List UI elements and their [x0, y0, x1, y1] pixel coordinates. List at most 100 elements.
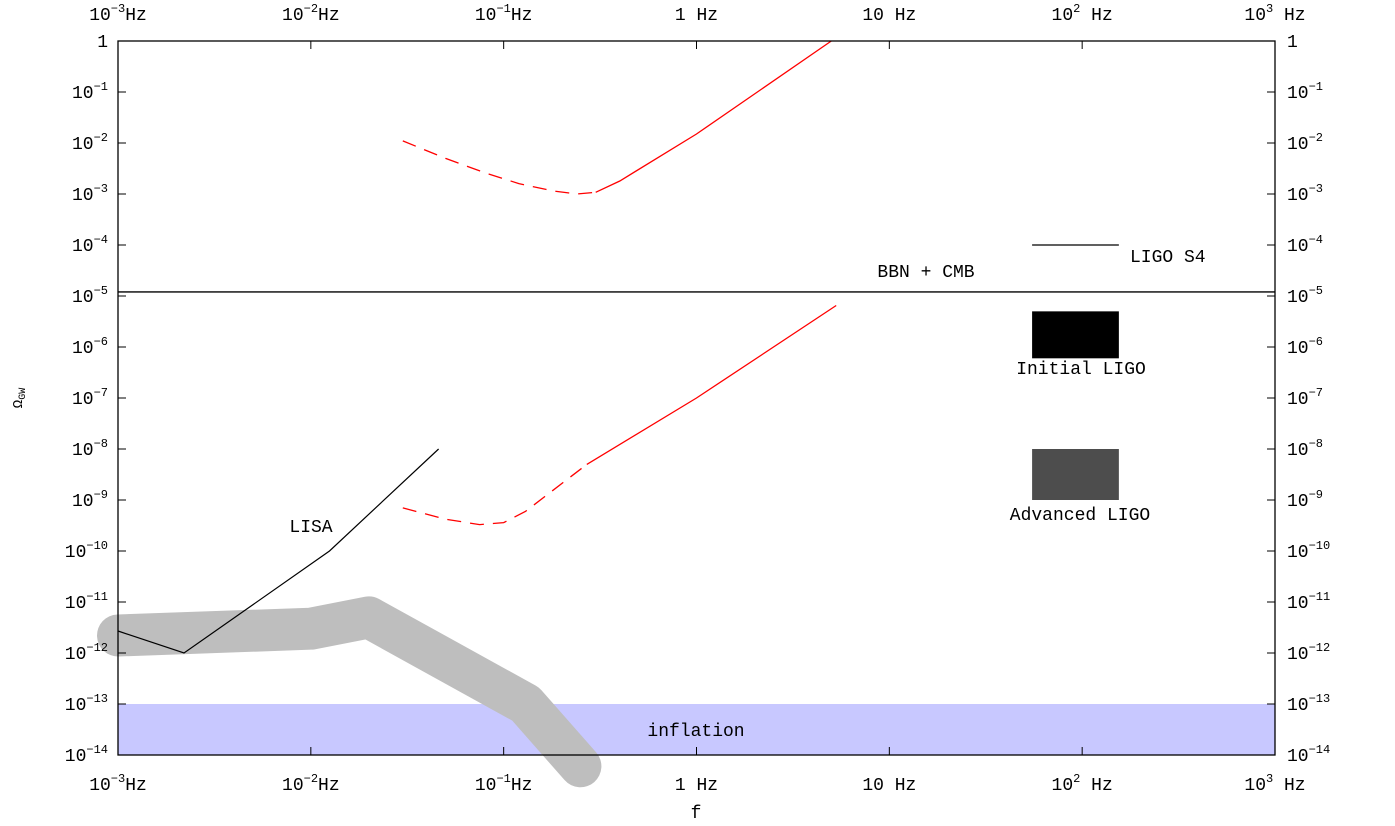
- x-tick-unit: Hz: [1080, 776, 1112, 796]
- x-tick-unit: Hz: [1273, 776, 1305, 796]
- y-tick-exp: −1: [94, 80, 108, 94]
- y-tick-exp: −10: [86, 539, 108, 553]
- y-tick-base: 10: [1287, 492, 1309, 512]
- x-tick-label-top: 102 Hz: [1052, 2, 1113, 26]
- y-axis-label-symbol: Ω: [11, 400, 27, 408]
- y-tick-label-left: 10−5: [72, 284, 108, 308]
- y-tick-label-left: 10−13: [65, 692, 108, 716]
- y-tick-label-left: 1: [97, 33, 108, 53]
- y-tick-label-left: 10−11: [65, 590, 108, 614]
- ligo-s4-label: LIGO S4: [1130, 248, 1206, 268]
- x-tick-base: 10: [862, 6, 884, 26]
- x-tick-exp: 3: [1266, 2, 1273, 16]
- x-tick-unit: Hz: [318, 776, 340, 796]
- y-tick-label-right: 1: [1287, 33, 1298, 53]
- x-tick-unit: Hz: [1273, 6, 1305, 26]
- y-tick-exp: −5: [1309, 284, 1323, 298]
- y-tick-exp: −7: [94, 386, 108, 400]
- inflation-label: inflation: [647, 722, 744, 742]
- y-tick-base: 10: [72, 84, 94, 104]
- x-tick-label-bottom: 103 Hz: [1244, 772, 1305, 796]
- x-tick-unit: Hz: [884, 776, 916, 796]
- y-tick-base: 10: [1287, 288, 1309, 308]
- y-tick-label-right: 10−4: [1287, 233, 1323, 257]
- initial-ligo-box: [1032, 311, 1119, 359]
- x-tick-unit: Hz: [318, 6, 340, 26]
- y-tick-base: 10: [1287, 135, 1309, 155]
- lisa-label: LISA: [289, 518, 332, 538]
- y-tick-label-right: 10−9: [1287, 488, 1323, 512]
- x-tick-base: 1: [675, 776, 686, 796]
- y-tick-base: 10: [1287, 696, 1309, 716]
- x-tick-label-top: 10−1Hz: [475, 2, 533, 26]
- x-tick-unit: Hz: [125, 6, 147, 26]
- y-tick-label-left: 10−6: [72, 335, 108, 359]
- inflation-band: [118, 704, 1275, 755]
- y-tick-label-left: 10−2: [72, 131, 108, 155]
- y-tick-base: 10: [65, 696, 87, 716]
- y-tick-base: 10: [72, 186, 94, 206]
- x-tick-label-top: 103 Hz: [1244, 2, 1305, 26]
- y-tick-exp: −5: [94, 284, 108, 298]
- upper-red-curve-dashed: [402, 140, 596, 195]
- x-tick-unit: Hz: [1080, 6, 1112, 26]
- y-tick-base: 10: [1287, 543, 1309, 563]
- x-tick-base: 10: [1052, 776, 1074, 796]
- x-tick-base: 10: [862, 776, 884, 796]
- y-tick-label-right: 10−3: [1287, 182, 1323, 206]
- x-tick-label-bottom: 10 Hz: [862, 776, 916, 796]
- y-tick-base: 10: [72, 492, 94, 512]
- y-tick-base: 10: [72, 339, 94, 359]
- y-tick-base: 10: [72, 237, 94, 257]
- x-tick-label-top: 10−2Hz: [282, 2, 340, 26]
- y-tick-exp: −1: [1309, 80, 1323, 94]
- y-tick-label-right: 10−14: [1287, 743, 1330, 767]
- y-tick-base: 10: [72, 288, 94, 308]
- annotations: f ΩGW BBN + CMB LISA Initial LIGO Advanced LI…: [11, 248, 1206, 824]
- x-tick-label-bottom: 10−2Hz: [282, 772, 340, 796]
- y-tick-base: 1: [97, 33, 108, 53]
- advanced-ligo-label: Advanced LIGO: [1010, 506, 1150, 526]
- x-tick-exp: −1: [496, 2, 510, 16]
- y-tick-label-right: 10−5: [1287, 284, 1323, 308]
- y-tick-base: 10: [72, 390, 94, 410]
- y-tick-exp: −12: [86, 641, 108, 655]
- upper-red-curve-solid: [595, 40, 832, 193]
- y-tick-exp: −13: [86, 692, 108, 706]
- y-tick-label-left: 10−7: [72, 386, 108, 410]
- x-tick-exp: −2: [304, 772, 318, 786]
- x-tick-base: 10: [282, 776, 304, 796]
- x-tick-base: 10: [1244, 776, 1266, 796]
- y-tick-base: 10: [1287, 645, 1309, 665]
- y-tick-exp: −14: [86, 743, 108, 757]
- y-tick-label-right: 10−7: [1287, 386, 1323, 410]
- y-tick-label-right: 10−13: [1287, 692, 1330, 716]
- curves: [117, 40, 1275, 654]
- x-tick-base: 10: [1052, 6, 1074, 26]
- x-tick-unit: Hz: [686, 6, 718, 26]
- y-tick-exp: −9: [1309, 488, 1323, 502]
- y-tick-label-right: 10−1: [1287, 80, 1323, 104]
- y-tick-label-right: 10−2: [1287, 131, 1323, 155]
- y-tick-label-left: 10−1: [72, 80, 108, 104]
- x-tick-base: 10: [89, 6, 111, 26]
- y-tick-exp: −8: [1309, 437, 1323, 451]
- y-tick-label-left: 10−9: [72, 488, 108, 512]
- y-tick-exp: −7: [1309, 386, 1323, 400]
- y-tick-base: 10: [1287, 339, 1309, 359]
- y-tick-base: 10: [65, 747, 87, 767]
- x-tick-exp: −3: [111, 772, 125, 786]
- y-tick-exp: −4: [94, 233, 108, 247]
- x-tick-base: 10: [89, 776, 111, 796]
- y-tick-exp: −14: [1309, 743, 1331, 757]
- x-tick-label-bottom: 10−3Hz: [89, 772, 147, 796]
- x-tick-base: 10: [282, 6, 304, 26]
- y-tick-exp: −13: [1309, 692, 1331, 706]
- x-tick-label-top: 10−3Hz: [89, 2, 147, 26]
- advanced-ligo-box: [1032, 449, 1119, 500]
- y-tick-base: 10: [72, 441, 94, 461]
- y-tick-exp: −3: [94, 182, 108, 196]
- y-tick-exp: −11: [86, 590, 108, 604]
- inflation-region: [118, 704, 1275, 755]
- x-tick-label-top: 10 Hz: [862, 6, 916, 26]
